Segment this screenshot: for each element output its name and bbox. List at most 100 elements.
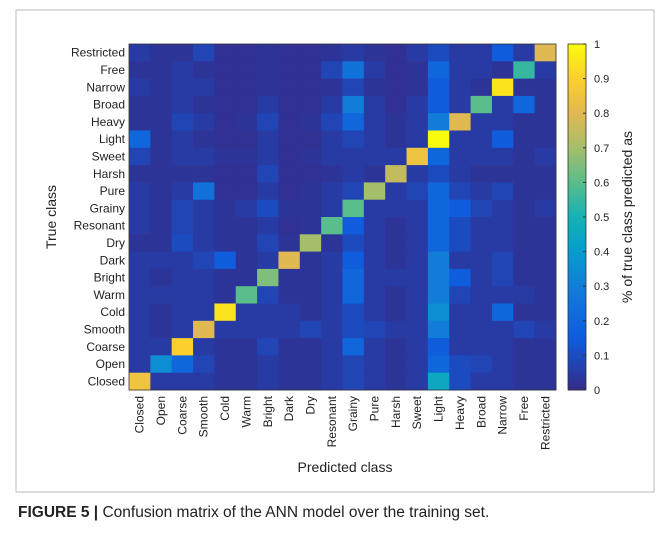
cell (235, 217, 258, 235)
cell (342, 268, 365, 287)
cell (513, 303, 536, 322)
colorbar-segment (568, 255, 586, 260)
cell (214, 199, 237, 218)
x-tick-label: Grainy (346, 396, 360, 431)
cell (257, 44, 279, 62)
caption-text: Confusion matrix of the ANN model over t… (102, 504, 490, 521)
colorbar-segment (568, 61, 586, 66)
colorbar-tick-label: 0.1 (594, 350, 609, 362)
cell (321, 78, 343, 97)
cell (513, 95, 536, 114)
colorbar-segment (568, 120, 586, 125)
cell (513, 78, 536, 97)
cell (150, 199, 173, 218)
cell (385, 113, 407, 131)
cell (342, 338, 365, 356)
colorbar-segment (568, 165, 586, 170)
x-tick-label: Open (154, 396, 168, 425)
cell (449, 234, 471, 252)
cell (449, 372, 471, 391)
colorbar-segment (568, 123, 586, 128)
colorbar-segment (568, 258, 586, 263)
cell (321, 303, 343, 322)
cell (470, 130, 493, 149)
cell (406, 217, 429, 235)
colorbar-segment (568, 379, 586, 384)
cell (235, 182, 258, 201)
y-tick-label: Warm (93, 288, 125, 302)
colorbar-segment (568, 217, 586, 221)
cell (150, 113, 173, 131)
cell (129, 130, 151, 149)
y-tick-label: Restricted (71, 46, 125, 60)
cell (235, 303, 258, 322)
colorbar-tick-label: 0.8 (594, 108, 609, 120)
cell (193, 44, 215, 62)
cell (534, 182, 557, 201)
cell (278, 251, 301, 270)
cell (449, 147, 471, 166)
cell (171, 113, 194, 131)
cell (513, 355, 536, 374)
cell (299, 95, 322, 114)
cell (513, 320, 536, 339)
x-tick-label: Dry (303, 396, 317, 415)
cell (235, 251, 258, 270)
cell (470, 61, 493, 79)
y-tick-label: Closed (88, 374, 125, 388)
cell (385, 165, 407, 183)
cell (214, 217, 237, 235)
cell (449, 130, 471, 149)
cell (299, 44, 322, 62)
cell (193, 217, 215, 235)
cell (321, 372, 343, 391)
cell (214, 78, 237, 97)
cell (470, 199, 493, 218)
colorbar-segment (568, 351, 586, 356)
x-tick-label: Smooth (197, 396, 211, 437)
cell (470, 95, 493, 114)
cell (129, 320, 151, 339)
cell (470, 217, 493, 235)
cell (257, 251, 279, 270)
cell (257, 199, 279, 218)
cell (299, 338, 322, 356)
colorbar-segment (568, 189, 586, 194)
cell (406, 147, 429, 166)
cell (385, 44, 407, 62)
colorbar-segment (568, 310, 586, 315)
cell (129, 251, 151, 270)
cell (214, 303, 237, 322)
cell (342, 217, 365, 235)
x-tick-label: Bright (261, 395, 275, 427)
colorbar-label: % of true class predicted as (619, 131, 635, 303)
cell (406, 165, 429, 183)
cell (491, 338, 514, 356)
cell (171, 44, 194, 62)
cell (363, 303, 386, 322)
cell (491, 286, 514, 304)
cell (427, 78, 450, 97)
cell (129, 61, 151, 79)
colorbar-segment (568, 172, 586, 176)
cell (214, 355, 237, 374)
cell (193, 113, 215, 131)
cell (363, 199, 386, 218)
cell (342, 303, 365, 322)
cell (363, 61, 386, 79)
x-tick-label: Narrow (496, 396, 510, 435)
cell (342, 355, 365, 374)
cell (278, 95, 301, 114)
colorbar-segment (568, 151, 586, 156)
colorbar-segment (568, 289, 586, 294)
cell (363, 251, 386, 270)
cell (214, 61, 237, 79)
cell (235, 355, 258, 374)
colorbar-segment (568, 82, 586, 87)
cell (406, 372, 429, 391)
cell (129, 165, 151, 183)
cell (235, 372, 258, 391)
cell (363, 95, 386, 114)
colorbar-segment (568, 206, 586, 211)
cell (406, 182, 429, 201)
